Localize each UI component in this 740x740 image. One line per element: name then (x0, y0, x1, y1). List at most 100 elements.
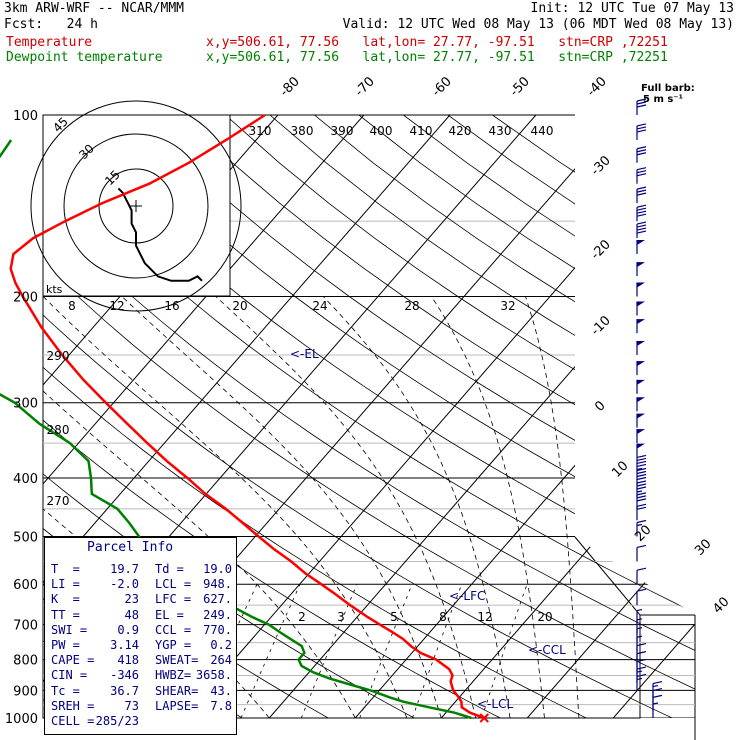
wind-barb-full (636, 167, 647, 171)
wind-barb-full (636, 498, 647, 502)
theta-label-left: 280 (47, 423, 70, 437)
valid-time: Valid: 12 UTC Wed 08 May 13 (06 MDT Wed … (342, 17, 734, 32)
wind-barb-pennant (637, 319, 645, 325)
mixing-ratio-line (481, 584, 528, 718)
theta-label: 400 (370, 124, 393, 138)
isotherm-line (699, 115, 740, 718)
moist-adiabat (215, 296, 477, 718)
isotherm-label: -20 (588, 237, 614, 263)
isotherm-line (440, 115, 695, 718)
parcel-info-cell: SWI = (51, 622, 88, 637)
parcel-info-cell: CIN = (51, 668, 88, 683)
wind-barb-full (636, 213, 647, 217)
parcel-info-cell: PW = (51, 638, 80, 652)
hodo-speed-label: 28 (404, 299, 419, 313)
theta-label: 420 (449, 124, 472, 138)
wind-barb-full (636, 192, 647, 196)
wind-barb-full (636, 224, 647, 228)
wind-barb-full (636, 642, 647, 647)
parcel-info-cell: 418 (117, 653, 139, 668)
pressure-tick-label: 100 (13, 109, 38, 124)
parcel-info-cell: 249. (203, 607, 232, 622)
wind-barb-full (652, 680, 663, 685)
wind-barb-full (636, 123, 647, 127)
wind-barb-full (636, 666, 647, 670)
pressure-tick-label: 800 (13, 654, 38, 669)
moist-adiabat (525, 296, 580, 718)
wind-barb-full (636, 486, 647, 490)
isotherm-line (612, 115, 695, 718)
level-marker: <-LFC (449, 589, 485, 603)
wind-barb-full (636, 588, 647, 592)
parcel-info-cell: 19.7 (110, 562, 139, 576)
wind-barb-half (636, 609, 643, 612)
theta-label-left: 270 (47, 494, 70, 508)
dry-adiabat (180, 115, 695, 718)
moist-adiabat (121, 296, 442, 718)
parcel-info-cell: 770. (203, 622, 232, 637)
theta-label: 380 (291, 124, 314, 138)
wind-barb-half (636, 618, 643, 621)
hodo-speed-label: 32 (500, 299, 515, 313)
level-marker: <-LCL (477, 697, 513, 711)
temperature-legend: Temperature (6, 35, 93, 50)
wind-barb-full (636, 152, 647, 156)
isotherm-label: 20 (632, 523, 654, 545)
wind-barb-half (636, 677, 643, 680)
wind-barb-full (636, 480, 647, 484)
parcel-info-cell: LFC = (155, 592, 192, 607)
temperature-location: x,y=506.61, 77.56 lat,lon= 27.77, -97.51… (206, 35, 668, 50)
hodograph-trace (117, 187, 203, 282)
mixing-ratio-line (359, 584, 413, 718)
wind-barb-full (636, 544, 647, 549)
wind-barb-pennant (637, 413, 645, 419)
isotherm-label: -60 (429, 74, 455, 100)
wind-barb-full (636, 483, 647, 487)
wind-barb-pennant (637, 361, 645, 367)
parcel-info-cell: CELL = (51, 714, 95, 728)
isotherm-label: -50 (507, 74, 533, 100)
theta-label: 390 (331, 124, 354, 138)
wind-barb-full (636, 519, 647, 524)
parcel-info-cell: SWEAT= (155, 653, 199, 668)
isotherm-label: 0 (592, 398, 608, 414)
level-marker: <-EL (290, 347, 319, 361)
wind-barb-full (636, 101, 647, 105)
parcel-info-cell: 48 (124, 607, 139, 622)
isotherm-label: -80 (277, 74, 303, 100)
wind-barb-half (636, 627, 643, 630)
wind-barb-pennant (637, 379, 645, 385)
wind-barb-full (636, 658, 647, 663)
wind-barb-full (636, 495, 647, 499)
wind-barb-pennant (637, 429, 645, 435)
pressure-tick-label: 600 (13, 578, 38, 593)
parcel-info-title: Parcel Info (87, 540, 174, 555)
wind-barb-full (636, 227, 647, 231)
wind-barb-half (636, 635, 643, 638)
wind-barb-half (636, 670, 643, 673)
mixing-ratio-line (240, 584, 301, 718)
parcel-info-cell: CCL = (155, 622, 192, 637)
pressure-tick-label: 900 (13, 684, 38, 699)
wind-barb-full (652, 694, 663, 698)
parcel-info-cell: 264 (210, 653, 232, 668)
theta-label: 430 (489, 124, 512, 138)
wind-barb-full (636, 204, 647, 208)
wind-barb-full (636, 170, 647, 174)
wind-barb-full (636, 126, 647, 130)
wind-barb-full (636, 476, 647, 481)
parcel-info-cell: CAPE = (51, 653, 95, 668)
parcel-info-cell: TT = (51, 607, 80, 622)
wind-barb-full (636, 506, 647, 510)
isotherm-line (354, 115, 695, 718)
wind-barb-full (636, 454, 647, 458)
theta-label-left: 290 (47, 349, 70, 363)
moist-adiabat (43, 296, 356, 718)
parcel-info-cell: HWBZ= (155, 668, 192, 683)
theta-label: 310 (249, 124, 272, 138)
wind-barb-pennant (637, 301, 645, 307)
dry-adiabat (43, 115, 695, 718)
theta-label: 440 (531, 124, 554, 138)
wind-barb-full (636, 467, 647, 472)
